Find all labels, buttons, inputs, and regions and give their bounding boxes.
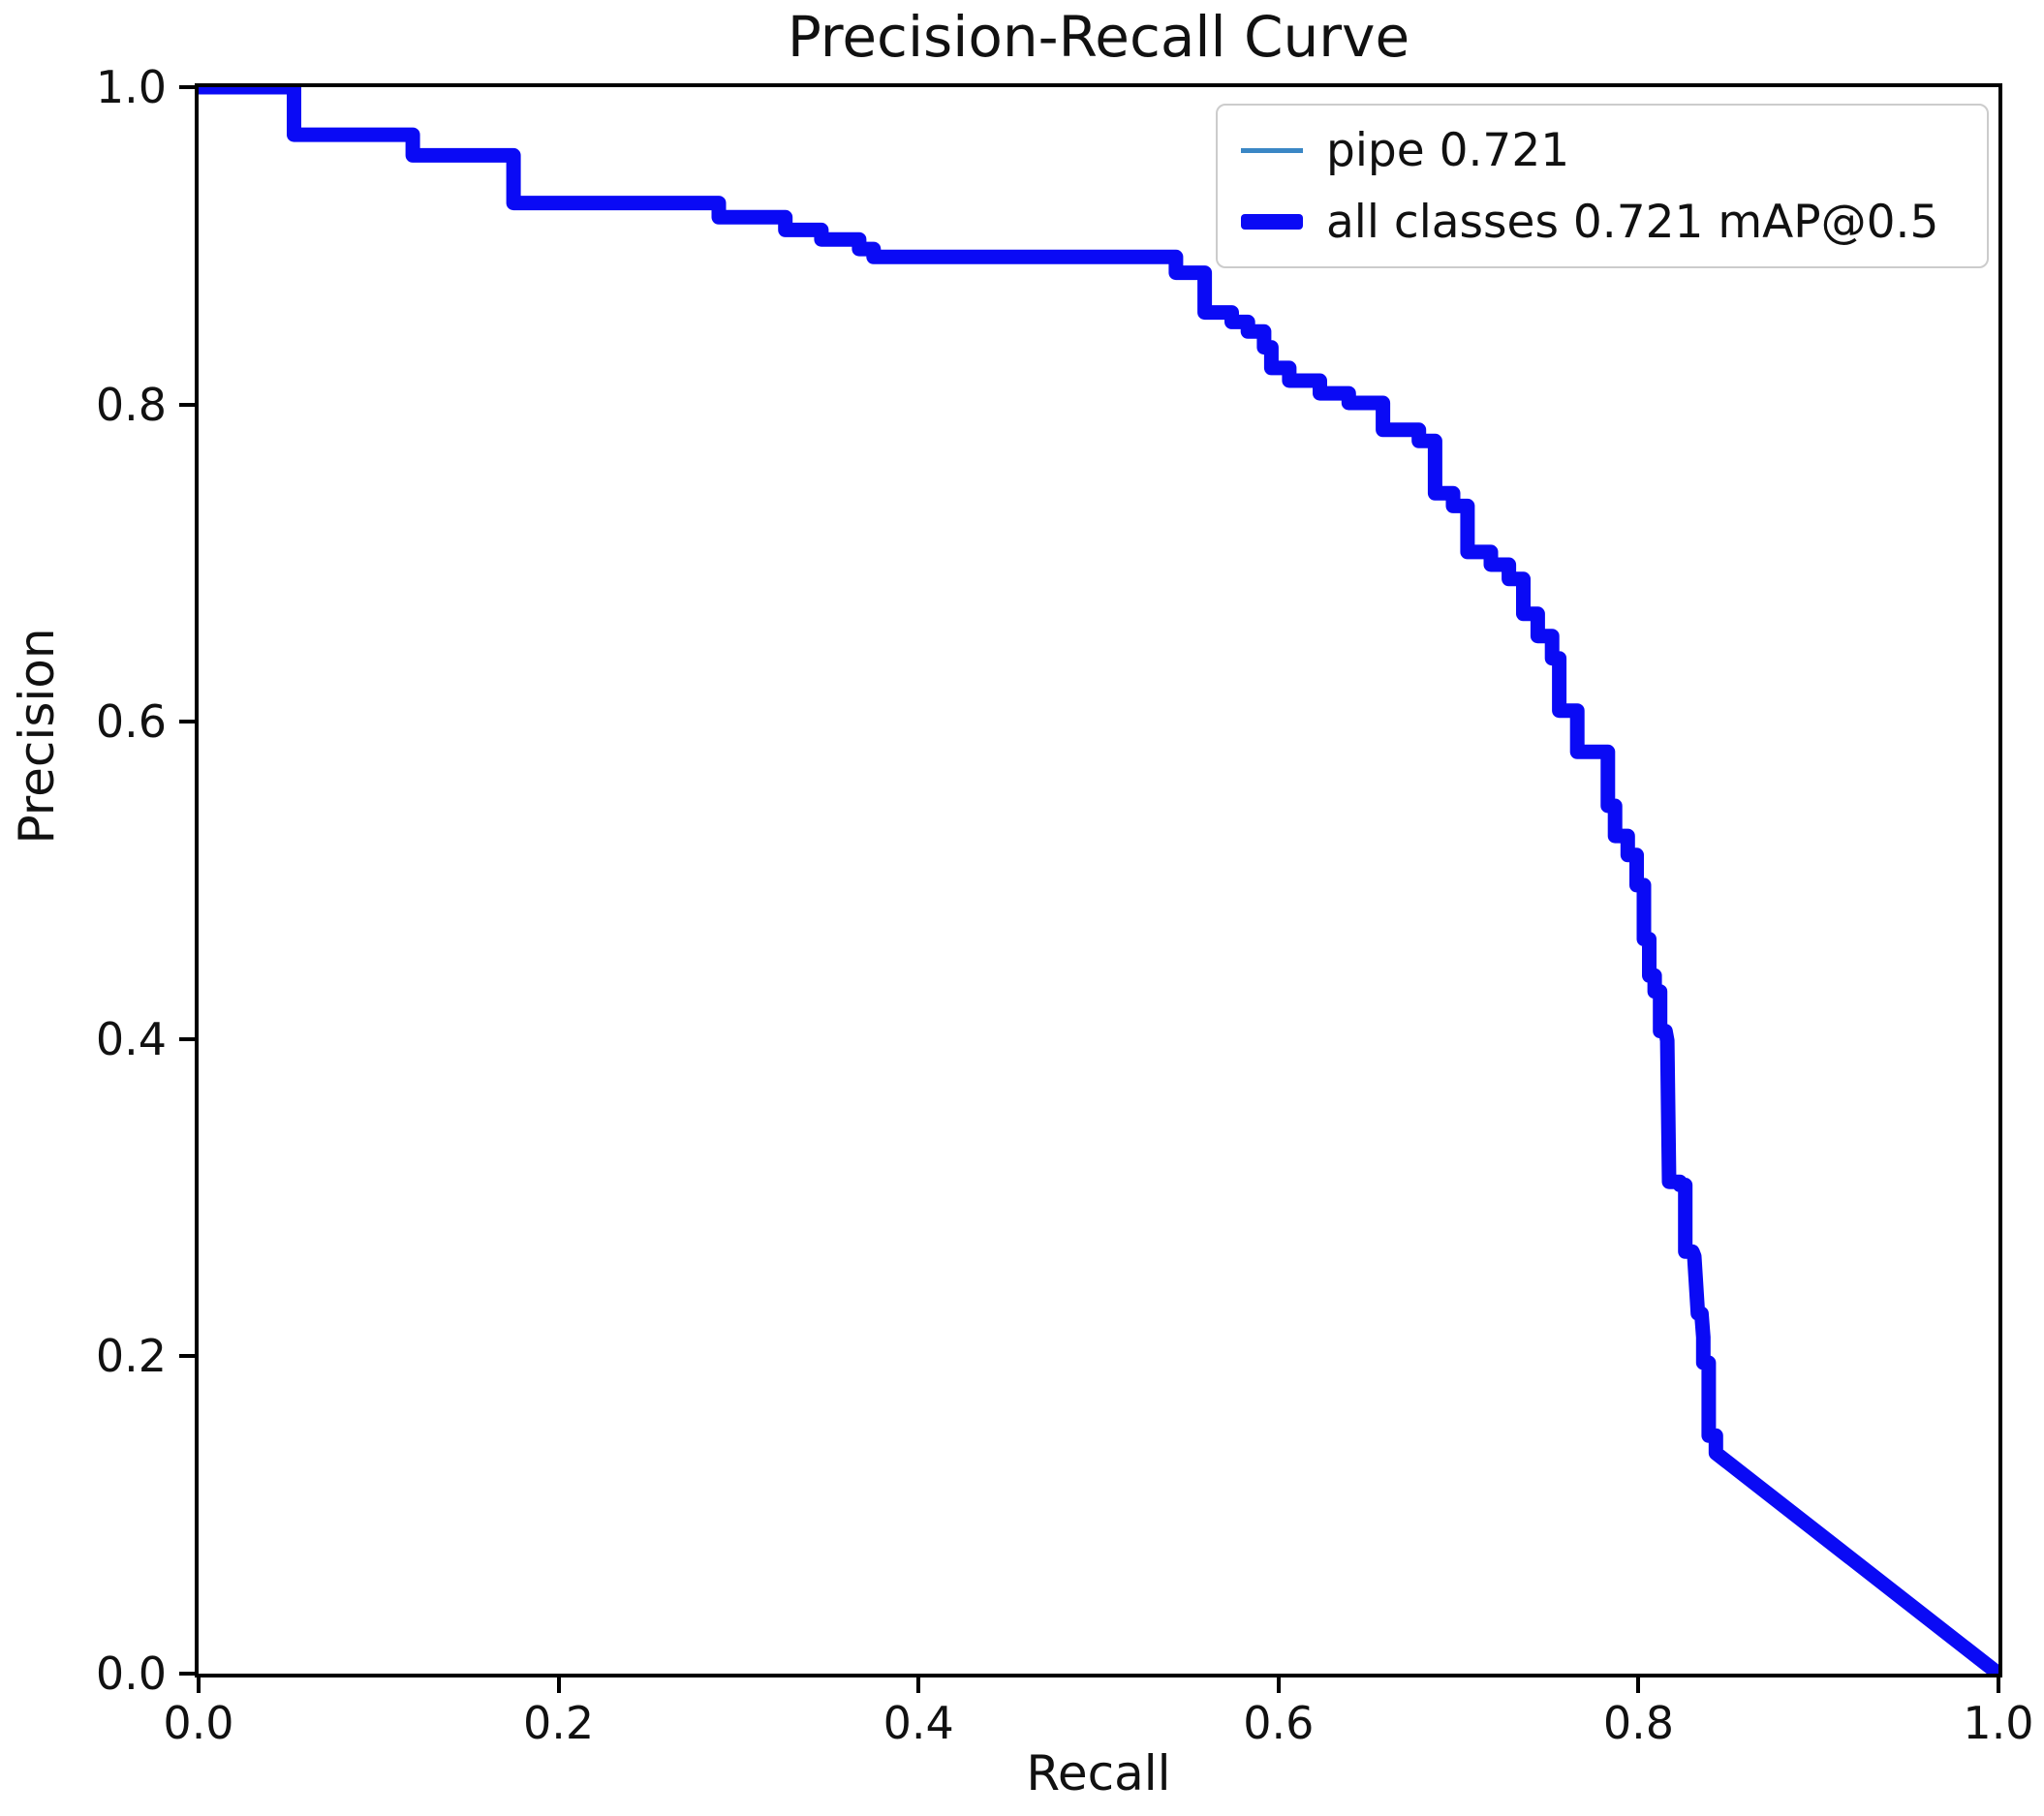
plot-area xyxy=(195,83,2002,1677)
pr-curve-plot xyxy=(199,87,1998,1674)
y-tick-mark xyxy=(179,720,195,724)
x-tick-label: 0.8 xyxy=(1602,1697,1674,1749)
y-tick-label: 1.0 xyxy=(95,61,167,113)
y-tick-label: 0.4 xyxy=(95,1012,167,1065)
y-tick-mark xyxy=(179,402,195,407)
y-axis-label: Precision xyxy=(9,628,65,845)
x-tick-mark xyxy=(197,1677,201,1693)
pipe-line-swatch xyxy=(1241,147,1303,153)
x-tick-mark xyxy=(916,1677,921,1693)
legend-item-pipe: pipe 0.721 xyxy=(1241,123,1987,177)
x-tick-mark xyxy=(556,1677,561,1693)
y-tick-mark xyxy=(179,1672,195,1676)
x-tick-label: 0.4 xyxy=(883,1697,954,1749)
legend-item-all-classes: all classes 0.721 mAP@0.5 xyxy=(1241,195,1987,249)
x-tick-label: 0.2 xyxy=(523,1697,595,1749)
legend-label-all-classes: all classes 0.721 mAP@0.5 xyxy=(1326,195,1939,249)
y-tick-label: 0.2 xyxy=(95,1330,167,1383)
x-axis-label: Recall xyxy=(1026,1745,1171,1801)
x-tick-mark xyxy=(1636,1677,1641,1693)
x-tick-label: 0.6 xyxy=(1243,1697,1315,1749)
all-classes-line-swatch xyxy=(1241,214,1303,230)
x-tick-mark xyxy=(1276,1677,1281,1693)
chart-title: Precision-Recall Curve xyxy=(787,4,1410,70)
y-tick-mark xyxy=(179,1354,195,1359)
y-tick-mark xyxy=(179,85,195,89)
x-tick-label: 0.0 xyxy=(163,1697,234,1749)
y-tick-mark xyxy=(179,1036,195,1041)
x-tick-mark xyxy=(1997,1677,2000,1693)
legend-label-pipe: pipe 0.721 xyxy=(1326,123,1570,177)
x-tick-label: 1.0 xyxy=(1963,1697,2034,1749)
pipe-curve-line xyxy=(199,87,1998,1674)
legend: pipe 0.721 all classes 0.721 mAP@0.5 xyxy=(1216,104,1989,268)
y-tick-label: 0.8 xyxy=(95,378,167,431)
all-classes-curve-line xyxy=(199,87,1998,1674)
y-tick-label: 0.0 xyxy=(95,1647,167,1700)
